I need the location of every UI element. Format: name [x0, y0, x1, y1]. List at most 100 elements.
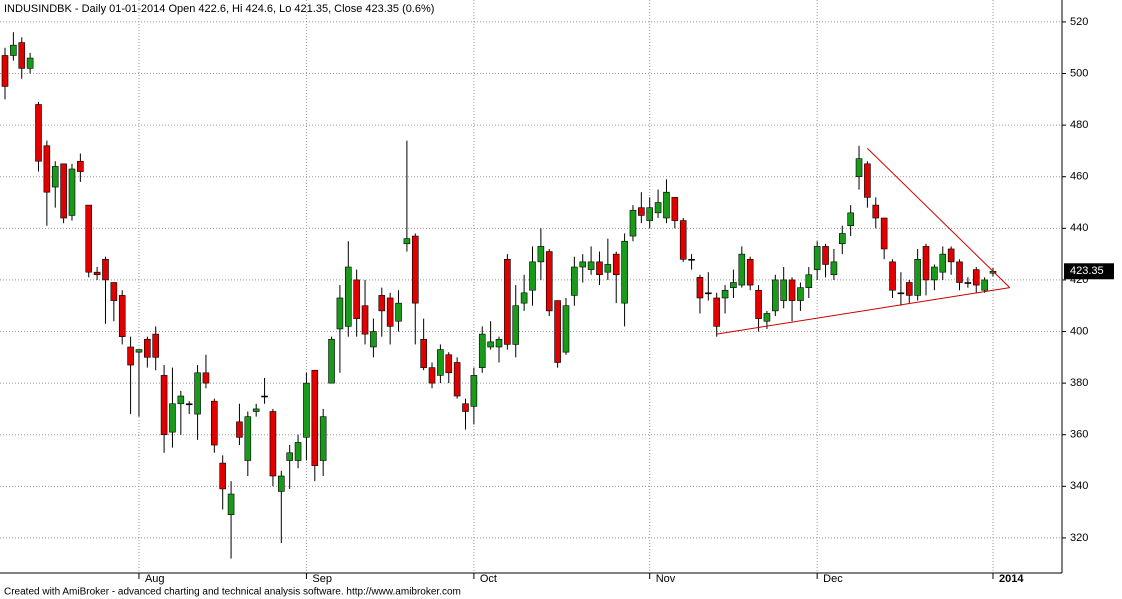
candle-body: [185, 403, 193, 406]
candle-body: [520, 292, 528, 304]
candle-body: [303, 382, 310, 438]
candle-body: [621, 240, 628, 304]
candle-body: [981, 279, 988, 291]
candle-body: [972, 269, 980, 286]
candle-body: [177, 395, 185, 405]
candle-body: [688, 258, 695, 261]
candle-body: [880, 217, 888, 250]
chart-title: INDUSINDBK - Daily 01-01-2014 Open 422.6…: [4, 3, 434, 15]
x-tick-label: Sep: [312, 573, 332, 585]
y-tick-label: 340: [1070, 480, 1088, 492]
candle-body: [755, 289, 762, 319]
candle-body: [830, 261, 838, 276]
candle-body: [646, 207, 654, 221]
candle-body: [1, 55, 9, 87]
candle-body: [478, 333, 486, 368]
candle-body: [43, 145, 51, 193]
candle-body: [462, 403, 469, 412]
last-price-label: 423.35: [1070, 265, 1104, 277]
y-tick-label: 480: [1070, 119, 1088, 131]
trendline: [716, 287, 1010, 335]
candle-body: [638, 207, 645, 216]
x-tick-label: Dec: [823, 573, 843, 585]
candle-body: [788, 279, 796, 301]
y-tick-label: 360: [1070, 429, 1088, 441]
candle-body: [169, 403, 176, 433]
candle-body: [411, 235, 419, 304]
candle-body: [428, 367, 436, 384]
candle-body: [211, 400, 218, 446]
candle-body: [721, 289, 729, 299]
candle-body: [420, 338, 427, 368]
candle-body: [663, 191, 670, 219]
candle-body: [370, 331, 377, 348]
candle-body: [679, 220, 687, 260]
candle-body: [772, 279, 779, 312]
candle-body: [319, 416, 327, 461]
candle-body: [311, 369, 319, 466]
candle-body: [763, 313, 771, 322]
candle-body: [35, 104, 42, 162]
candle-body: [110, 282, 118, 301]
candle-body: [102, 258, 109, 281]
candle-body: [336, 297, 344, 330]
candle-body: [738, 253, 746, 286]
candle-body: [286, 452, 293, 461]
y-tick-label: 460: [1070, 171, 1088, 183]
candle-body: [51, 166, 59, 188]
candle-body: [545, 251, 553, 312]
candle-body: [278, 475, 285, 492]
candle-body: [905, 282, 913, 296]
candle-body: [847, 212, 854, 227]
candle-body: [361, 305, 369, 335]
candle-body: [60, 163, 67, 219]
candle-body: [571, 266, 578, 296]
footer: Created with AmiBroker - advanced charti…: [4, 587, 461, 598]
candle-body: [10, 44, 17, 56]
trendline: [867, 147, 1011, 289]
y-tick-label: 400: [1070, 325, 1088, 337]
candle-body: [889, 261, 896, 291]
candle-body: [587, 261, 595, 270]
x-tick-label: Oct: [480, 573, 497, 585]
candle-body: [964, 282, 972, 284]
candle-body: [344, 266, 352, 327]
candle-body: [18, 42, 26, 69]
candle-body: [504, 258, 511, 345]
candle-body: [872, 204, 880, 219]
candle-body: [746, 258, 754, 286]
x-tick-label: Nov: [656, 573, 676, 585]
candle-body: [194, 372, 201, 415]
candle-body: [947, 248, 955, 263]
candle-body: [864, 163, 871, 198]
candle-body: [596, 261, 603, 276]
x-tick-label: 2014: [999, 573, 1024, 585]
candle-body: [236, 421, 243, 438]
candle-body: [822, 246, 829, 265]
candle-body: [654, 202, 662, 214]
candle-body: [353, 279, 360, 319]
candle-body: [453, 362, 461, 397]
candle-body: [495, 338, 503, 348]
candle-body: [395, 302, 402, 322]
candle-body: [378, 295, 386, 312]
y-tick-label: 320: [1070, 532, 1088, 544]
y-tick-label: 380: [1070, 377, 1088, 389]
candle-body: [629, 209, 637, 237]
candle-body: [68, 168, 76, 216]
candle-body: [437, 349, 444, 376]
candle-body: [386, 297, 394, 327]
candle-body: [914, 258, 921, 296]
candle-body: [93, 271, 101, 276]
candle-body: [127, 346, 134, 366]
candle-body: [227, 493, 235, 515]
x-tick-label: Aug: [145, 573, 165, 585]
candle-body: [85, 204, 93, 273]
candle-body: [77, 160, 84, 172]
candle-body: [135, 349, 143, 353]
candle-body: [838, 233, 846, 245]
candle-body: [487, 341, 494, 348]
candle-body: [537, 246, 545, 263]
candle-body: [612, 253, 620, 276]
